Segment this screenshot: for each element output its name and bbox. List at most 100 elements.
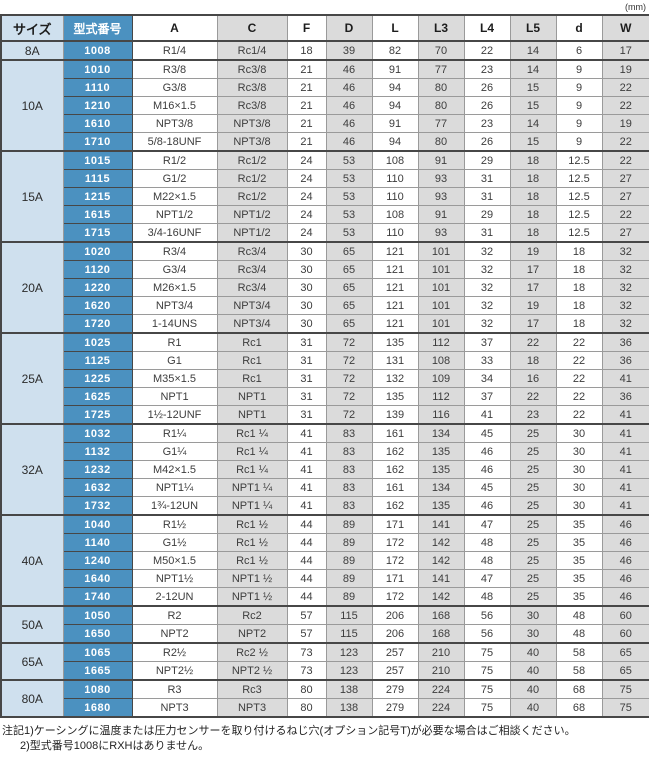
cell-1615-L5: 18	[509, 205, 557, 224]
model-cell-1115: 1115	[62, 169, 133, 188]
model-cell-1210: 1210	[62, 96, 133, 115]
cell-1040-D: 89	[325, 514, 373, 534]
cell-1040-W: 46	[601, 514, 649, 534]
size-cell-65A: 65A	[0, 642, 64, 681]
cell-1140-L: 172	[371, 533, 419, 552]
model-cell-1680: 1680	[62, 698, 133, 718]
model-cell-1725: 1725	[62, 405, 133, 425]
cell-1215-d: 12.5	[555, 187, 603, 206]
table-row: 1215 M22×1.5 Rc1/2 24 53 110 93 31 18 12.5 27	[1, 187, 649, 206]
cell-1132-A: G1¼	[131, 442, 218, 461]
cell-1710-C: NPT3/8	[216, 132, 288, 152]
cell-1025-A: R1	[131, 332, 218, 352]
cell-1240-L4: 48	[463, 551, 511, 570]
column-header-A: A	[131, 14, 218, 42]
cell-1065-L4: 75	[463, 642, 511, 662]
cell-1725-L: 139	[371, 405, 419, 425]
cell-1040-L4: 47	[463, 514, 511, 534]
table-row: 32A 1032 R1¼ Rc1 ¼ 41 83 161 134 45 25 30 41	[0, 423, 649, 516]
cell-1732-L: 162	[371, 496, 419, 516]
table-row: 1120 G3/4 Rc3/4 30 65 121 101 32 17 18 32	[1, 260, 649, 279]
size-cell-50A: 50A	[0, 605, 64, 644]
table-row: 65A 1065 R2½ Rc2 ½ 73 123 257 210 75 40 58 65	[0, 642, 649, 681]
cell-1115-d: 12.5	[555, 169, 603, 188]
cell-1615-F: 24	[286, 205, 327, 224]
cell-1080-L3: 224	[417, 679, 465, 699]
spec-sheet: (mm) サイズ 型式番号 A C F D L L3 L4 L5 d W 8A 1008 R1/4 Rc1/…	[0, 2, 649, 754]
cell-1625-C: NPT1	[216, 387, 288, 406]
cell-1720-C: NPT3/4	[216, 314, 288, 334]
model-cell-1120: 1120	[62, 260, 133, 279]
cell-1740-F: 44	[286, 587, 327, 607]
table-row: 8A 1008 R1/4 Rc1/4 18 39 82 70 22 14 6 17	[0, 40, 649, 61]
cell-1715-L4: 31	[463, 223, 511, 243]
cell-1110-C: Rc3/8	[216, 78, 288, 97]
cell-1715-F: 24	[286, 223, 327, 243]
cell-1720-A: 1-14UNS	[131, 314, 218, 334]
cell-1210-L3: 80	[417, 96, 465, 115]
cell-1125-L5: 18	[509, 351, 557, 370]
cell-1040-L3: 141	[417, 514, 465, 534]
cell-1010-C: Rc3/8	[216, 59, 288, 79]
cell-1125-d: 22	[555, 351, 603, 370]
model-cell-1040: 1040	[62, 514, 133, 534]
column-header-L4: L4	[463, 14, 511, 42]
cell-1110-L: 94	[371, 78, 419, 97]
cell-1215-L4: 31	[463, 187, 511, 206]
cell-1132-L3: 135	[417, 442, 465, 461]
cell-1220-L5: 17	[509, 278, 557, 297]
cell-1125-L: 131	[371, 351, 419, 370]
cell-1710-L5: 15	[509, 132, 557, 152]
cell-1225-L: 132	[371, 369, 419, 388]
cell-1232-D: 83	[325, 460, 373, 479]
column-header-size: サイズ	[0, 14, 64, 42]
cell-1140-L5: 25	[509, 533, 557, 552]
cell-1650-D: 115	[325, 624, 373, 644]
cell-1125-D: 72	[325, 351, 373, 370]
cell-1232-L3: 135	[417, 460, 465, 479]
cell-1110-F: 21	[286, 78, 327, 97]
cell-1240-L5: 25	[509, 551, 557, 570]
cell-1610-C: NPT3/8	[216, 114, 288, 133]
cell-1080-L: 279	[371, 679, 419, 699]
cell-1725-d: 22	[555, 405, 603, 425]
cell-1740-D: 89	[325, 587, 373, 607]
cell-1015-L4: 29	[463, 150, 511, 170]
cell-1065-L: 257	[371, 642, 419, 662]
cell-1610-D: 46	[325, 114, 373, 133]
cell-1665-L4: 75	[463, 661, 511, 681]
cell-1680-L: 279	[371, 698, 419, 718]
footnotes: 注記1)ケーシングに温度または圧力センサーを取り付けるねじ穴(オプション記号T)…	[0, 724, 649, 754]
cell-1050-D: 115	[325, 605, 373, 625]
cell-1040-L: 171	[371, 514, 419, 534]
cell-1725-F: 31	[286, 405, 327, 425]
model-cell-1732: 1732	[62, 496, 133, 516]
cell-1015-D: 53	[325, 150, 373, 170]
cell-1640-F: 44	[286, 569, 327, 588]
size-cell-15A: 15A	[0, 150, 64, 243]
cell-1225-W: 41	[601, 369, 649, 388]
table-row: 1125 G1 Rc1 31 72 131 108 33 18 22 36	[1, 351, 649, 370]
cell-1240-d: 35	[555, 551, 603, 570]
cell-1740-C: NPT1 ½	[216, 587, 288, 607]
cell-1008-L: 82	[371, 40, 419, 61]
cell-1232-C: Rc1 ¼	[216, 460, 288, 479]
cell-1720-F: 30	[286, 314, 327, 334]
cell-1080-W: 75	[601, 679, 649, 699]
cell-1020-L4: 32	[463, 241, 511, 261]
cell-1032-L4: 45	[463, 423, 511, 443]
table-row: 1720 1-14UNS NPT3/4 30 65 121 101 32 17 18 32	[1, 314, 649, 334]
cell-1640-A: NPT1½	[131, 569, 218, 588]
table-row: 1650 NPT2 NPT2 57 115 206 168 56 30 48 60	[1, 624, 649, 644]
cell-1232-A: M42×1.5	[131, 460, 218, 479]
cell-1632-W: 41	[601, 478, 649, 497]
cell-1725-A: 1½-12UNF	[131, 405, 218, 425]
cell-1680-W: 75	[601, 698, 649, 718]
table-row: 1210 M16×1.5 Rc3/8 21 46 94 80 26 15 9 22	[1, 96, 649, 115]
cell-1065-D: 123	[325, 642, 373, 662]
cell-1665-D: 123	[325, 661, 373, 681]
model-cell-1065: 1065	[62, 642, 133, 662]
cell-1140-d: 35	[555, 533, 603, 552]
size-cell-20A: 20A	[0, 241, 64, 334]
cell-1008-W: 17	[601, 40, 649, 61]
